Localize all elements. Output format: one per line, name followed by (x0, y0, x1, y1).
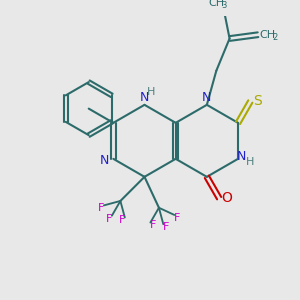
Text: F: F (174, 213, 180, 223)
Text: F: F (106, 214, 112, 224)
Text: F: F (98, 203, 104, 213)
Text: H: H (147, 87, 155, 97)
Text: F: F (119, 215, 125, 225)
Text: F: F (150, 220, 156, 230)
Text: 2: 2 (272, 33, 278, 42)
Text: O: O (221, 191, 232, 205)
Text: N: N (202, 91, 212, 104)
Text: 3: 3 (221, 1, 226, 10)
Text: CH: CH (208, 0, 224, 8)
Text: N: N (100, 154, 110, 167)
Text: H: H (246, 157, 254, 167)
Text: CH: CH (260, 30, 275, 40)
Text: N: N (237, 150, 247, 164)
Text: S: S (254, 94, 262, 108)
Text: N: N (140, 91, 149, 104)
Text: F: F (163, 222, 169, 232)
